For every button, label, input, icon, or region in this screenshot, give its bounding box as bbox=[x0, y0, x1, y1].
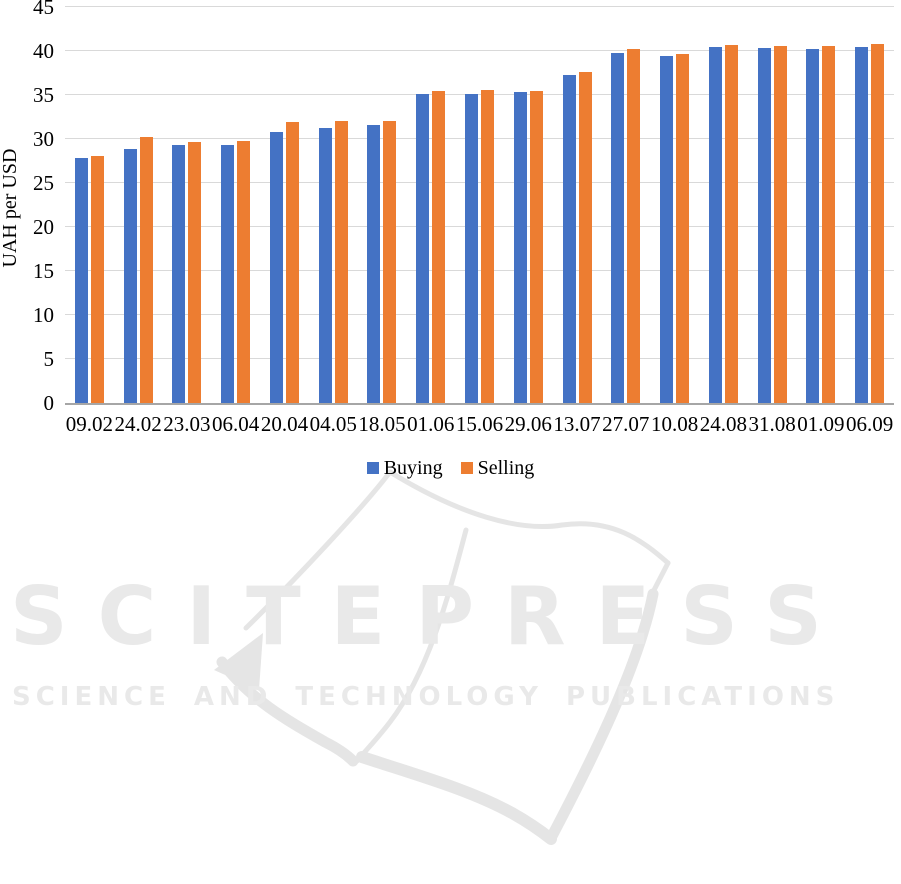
legend-label-selling: Selling bbox=[477, 457, 535, 479]
bar-buying-20.04 bbox=[269, 131, 283, 403]
gridline-5 bbox=[65, 358, 894, 359]
gridline-10 bbox=[65, 314, 894, 315]
bar-buying-04.05 bbox=[318, 127, 332, 403]
bar-buying-24.08 bbox=[708, 46, 722, 403]
book-bottom-edge bbox=[356, 751, 557, 845]
bar-buying-18.05 bbox=[367, 124, 381, 403]
bar-buying-23.03 bbox=[172, 145, 186, 403]
gridline-40 bbox=[65, 50, 894, 51]
y-tick-label-10: 10 bbox=[33, 303, 54, 327]
bar-buying-01.09 bbox=[806, 49, 820, 403]
x-tick-label-24.08: 24.08 bbox=[699, 412, 747, 436]
bar-selling-01.06 bbox=[432, 91, 446, 403]
gridline-35 bbox=[65, 94, 894, 95]
bar-selling-27.07 bbox=[627, 49, 641, 403]
bar-selling-20.04 bbox=[285, 122, 299, 403]
gridline-15 bbox=[65, 270, 894, 271]
bar-selling-31.08 bbox=[773, 45, 787, 403]
bar-selling-15.06 bbox=[481, 89, 494, 403]
y-tick-label-30: 30 bbox=[33, 127, 54, 151]
book-right-top-edge bbox=[387, 469, 671, 566]
x-tick-label-20.04: 20.04 bbox=[260, 412, 309, 436]
scitepress-tagline: SCIENCE AND TECHNOLOGY PUBLICATIONS bbox=[12, 682, 840, 712]
bar-buying-06.09 bbox=[855, 46, 869, 403]
bar-buying-29.06 bbox=[513, 92, 527, 403]
bar-selling-24.08 bbox=[724, 44, 738, 403]
bar-buying-09.02 bbox=[74, 158, 88, 403]
gridline-20 bbox=[65, 226, 894, 227]
y-tick-label-15: 15 bbox=[33, 259, 54, 283]
book-left-bottom-edge bbox=[216, 656, 359, 767]
bar-buying-06.04 bbox=[221, 145, 235, 403]
x-axis-tick-labels: 09.02 24.02 23.03 06.04 20.04 04.05 18.05 01.06… bbox=[65, 412, 894, 436]
bar-selling-10.08 bbox=[676, 53, 690, 403]
bar-selling-24.02 bbox=[139, 137, 153, 403]
plot-area bbox=[65, 6, 894, 405]
bar-buying-01.06 bbox=[416, 94, 430, 403]
bar-buying-31.08 bbox=[757, 48, 771, 403]
bar-buying-13.07 bbox=[562, 74, 576, 403]
x-tick-label-23.03: 23.03 bbox=[163, 412, 211, 436]
y-tick-label-5: 5 bbox=[43, 347, 55, 371]
bar-selling-18.05 bbox=[383, 120, 397, 403]
x-tick-label-15.06: 15.06 bbox=[455, 412, 504, 436]
y-axis-tick-labels: 0 5 10 15 20 25 30 35 40 45 bbox=[0, 0, 54, 420]
x-tick-label-01.06: 01.06 bbox=[407, 412, 455, 436]
bar-buying-10.08 bbox=[660, 56, 674, 403]
chart-legend: Buying Selling bbox=[0, 456, 901, 480]
bar-selling-13.07 bbox=[578, 72, 592, 403]
book-right-edge bbox=[545, 588, 659, 844]
y-tick-label-45: 45 bbox=[33, 0, 54, 19]
bar-selling-23.03 bbox=[188, 141, 202, 403]
x-tick-label-04.05: 04.05 bbox=[309, 412, 357, 436]
x-tick-label-06.04: 06.04 bbox=[212, 412, 260, 436]
legend-item-selling: Selling bbox=[460, 456, 535, 480]
x-tick-label-31.08: 31.08 bbox=[748, 412, 796, 436]
x-tick-label-24.02: 24.02 bbox=[114, 412, 162, 436]
bar-selling-01.09 bbox=[822, 45, 836, 403]
bar-selling-29.06 bbox=[529, 90, 543, 403]
bar-selling-09.02 bbox=[90, 155, 104, 403]
x-tick-label-09.02: 09.02 bbox=[65, 412, 113, 436]
x-tick-label-27.07: 27.07 bbox=[602, 412, 650, 436]
y-tick-label-25: 25 bbox=[33, 171, 54, 195]
y-tick-label-35: 35 bbox=[33, 83, 54, 107]
x-tick-label-10.08: 10.08 bbox=[650, 412, 699, 436]
gridline-25 bbox=[65, 182, 894, 183]
x-tick-label-06.09: 06.09 bbox=[846, 412, 894, 436]
legend-item-buying: Buying bbox=[366, 456, 443, 480]
x-tick-label-29.06: 29.06 bbox=[504, 412, 552, 436]
bar-selling-06.09 bbox=[871, 43, 885, 403]
scitepress-logo-text: SCITEPRESS bbox=[10, 570, 852, 663]
bar-selling-04.05 bbox=[334, 120, 348, 403]
y-tick-label-0: 0 bbox=[43, 391, 55, 415]
bar-buying-24.02 bbox=[123, 148, 137, 403]
y-tick-label-20: 20 bbox=[33, 215, 54, 239]
book-page-top-edge bbox=[354, 527, 469, 764]
book-corner-fold bbox=[214, 633, 263, 690]
legend-swatch-selling bbox=[460, 462, 473, 474]
x-tick-label-18.05: 18.05 bbox=[358, 412, 406, 436]
book-left-top-edge bbox=[243, 469, 393, 631]
gridline-45 bbox=[65, 6, 894, 7]
legend-label-buying: Buying bbox=[383, 457, 443, 479]
x-tick-label-01.09: 01.09 bbox=[797, 412, 845, 436]
gridline-30 bbox=[65, 138, 894, 139]
y-tick-label-40: 40 bbox=[33, 39, 54, 63]
bar-selling-06.04 bbox=[237, 140, 251, 403]
legend-swatch-buying bbox=[366, 462, 379, 474]
book-page-tip-fold bbox=[650, 560, 671, 595]
bar-buying-27.07 bbox=[611, 52, 625, 403]
x-tick-label-13.07: 13.07 bbox=[553, 412, 601, 436]
bar-buying-15.06 bbox=[465, 94, 478, 403]
